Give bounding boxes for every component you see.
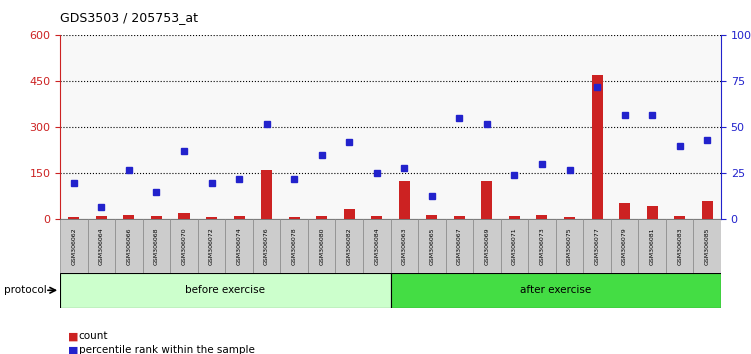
Bar [68, 217, 80, 219]
Text: GSM306062: GSM306062 [71, 227, 77, 265]
Text: GSM306071: GSM306071 [512, 227, 517, 265]
FancyBboxPatch shape [60, 273, 391, 308]
FancyBboxPatch shape [198, 219, 225, 273]
FancyBboxPatch shape [638, 219, 666, 273]
Text: GSM306064: GSM306064 [99, 227, 104, 265]
Bar [344, 209, 354, 219]
Bar [123, 215, 134, 219]
FancyBboxPatch shape [611, 219, 638, 273]
Bar [151, 216, 162, 219]
FancyBboxPatch shape [501, 219, 528, 273]
Text: before exercise: before exercise [185, 285, 265, 295]
Bar [701, 201, 713, 219]
Text: GSM306068: GSM306068 [154, 227, 159, 265]
Bar [509, 216, 520, 219]
Bar [371, 216, 382, 219]
FancyBboxPatch shape [143, 219, 170, 273]
Text: GSM306079: GSM306079 [622, 227, 627, 265]
FancyBboxPatch shape [584, 219, 611, 273]
FancyBboxPatch shape [693, 219, 721, 273]
Text: GSM306075: GSM306075 [567, 227, 572, 265]
Text: GSM306067: GSM306067 [457, 227, 462, 265]
Text: GSM306081: GSM306081 [650, 227, 655, 265]
FancyBboxPatch shape [336, 219, 363, 273]
Text: GSM306069: GSM306069 [484, 227, 490, 265]
Text: percentile rank within the sample: percentile rank within the sample [79, 346, 255, 354]
Bar [454, 216, 465, 219]
Text: protocol: protocol [4, 285, 47, 295]
Text: GSM306072: GSM306072 [209, 227, 214, 265]
FancyBboxPatch shape [280, 219, 308, 273]
FancyBboxPatch shape [445, 219, 473, 273]
Text: after exercise: after exercise [520, 285, 591, 295]
FancyBboxPatch shape [170, 219, 198, 273]
Text: GDS3503 / 205753_at: GDS3503 / 205753_at [60, 11, 198, 24]
Bar [647, 206, 658, 219]
FancyBboxPatch shape [308, 219, 336, 273]
Text: GSM306066: GSM306066 [126, 227, 131, 265]
Text: ■: ■ [68, 346, 78, 354]
Bar [481, 181, 493, 219]
Bar [564, 217, 575, 219]
FancyBboxPatch shape [225, 219, 253, 273]
Text: GSM306063: GSM306063 [402, 227, 407, 265]
Text: GSM306073: GSM306073 [539, 227, 544, 265]
FancyBboxPatch shape [666, 219, 693, 273]
Text: GSM306074: GSM306074 [237, 227, 242, 265]
Text: GSM306083: GSM306083 [677, 227, 682, 265]
Text: GSM306082: GSM306082 [347, 227, 351, 265]
Bar [536, 215, 547, 219]
Text: GSM306070: GSM306070 [182, 227, 186, 265]
Bar [206, 217, 217, 219]
FancyBboxPatch shape [473, 219, 501, 273]
FancyBboxPatch shape [115, 219, 143, 273]
Bar [427, 215, 437, 219]
FancyBboxPatch shape [60, 219, 88, 273]
Bar [619, 202, 630, 219]
FancyBboxPatch shape [391, 273, 721, 308]
Bar [674, 216, 685, 219]
Text: GSM306077: GSM306077 [595, 227, 599, 265]
FancyBboxPatch shape [391, 219, 418, 273]
Bar [399, 181, 410, 219]
Bar [316, 216, 327, 219]
Text: GSM306078: GSM306078 [291, 227, 297, 265]
FancyBboxPatch shape [253, 219, 280, 273]
Text: GSM306085: GSM306085 [704, 227, 710, 265]
Bar [261, 170, 272, 219]
Text: ■: ■ [68, 331, 78, 341]
FancyBboxPatch shape [528, 219, 556, 273]
FancyBboxPatch shape [88, 219, 115, 273]
FancyBboxPatch shape [418, 219, 445, 273]
Bar [288, 217, 300, 219]
Text: count: count [79, 331, 108, 341]
Text: GSM306065: GSM306065 [430, 227, 434, 265]
Bar [179, 213, 189, 219]
Bar [234, 216, 245, 219]
Bar [96, 216, 107, 219]
FancyBboxPatch shape [363, 219, 391, 273]
Text: GSM306076: GSM306076 [264, 227, 269, 265]
FancyBboxPatch shape [556, 219, 584, 273]
Bar [592, 75, 602, 219]
Text: GSM306080: GSM306080 [319, 227, 324, 265]
Text: GSM306084: GSM306084 [374, 227, 379, 265]
